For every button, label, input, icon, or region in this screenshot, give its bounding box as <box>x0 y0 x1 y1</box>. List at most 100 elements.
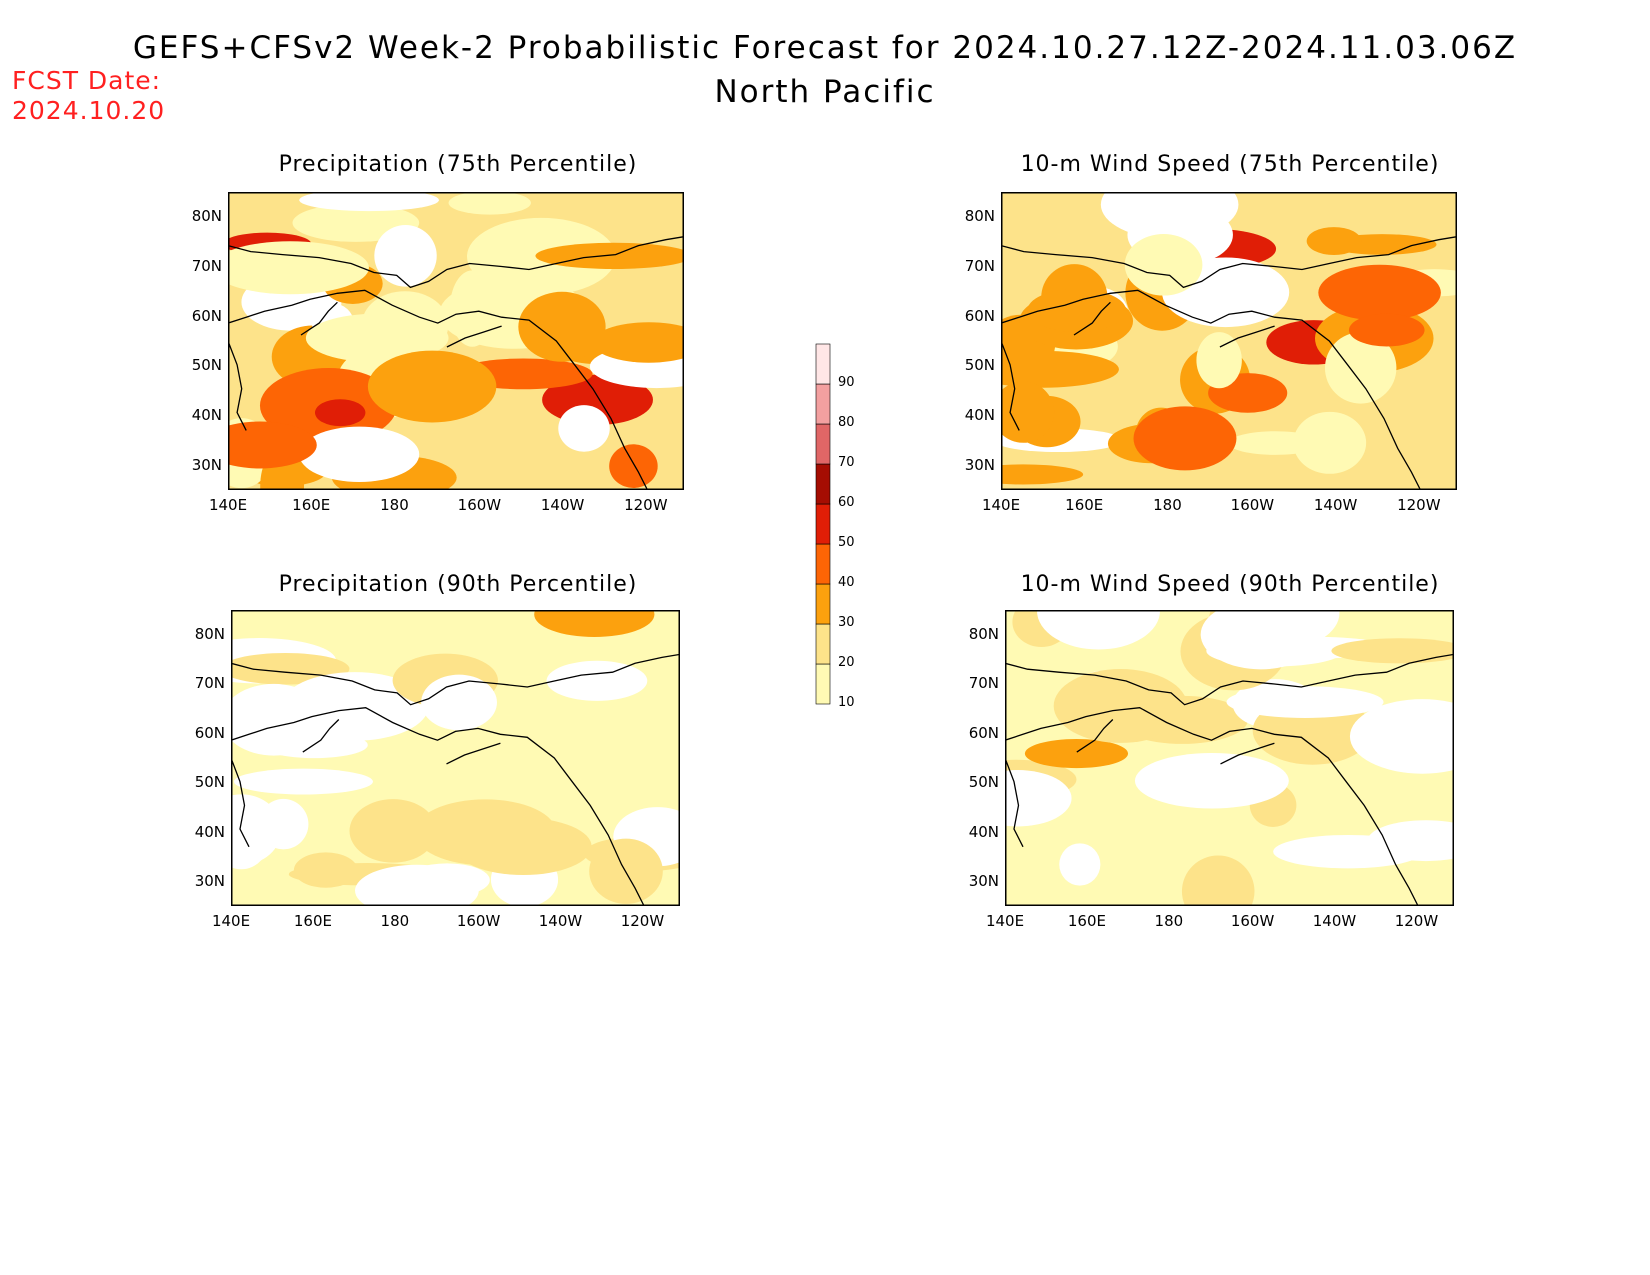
contour-region <box>228 241 369 295</box>
colorbar-segment <box>815 343 831 385</box>
lat-tick-label: 80N <box>194 625 225 643</box>
contour-region <box>1306 227 1362 256</box>
contour-region <box>1293 411 1367 474</box>
coastline <box>1001 236 1457 289</box>
contour-region <box>1273 834 1423 869</box>
colorbar-segment <box>815 583 831 625</box>
contour-region <box>1228 431 1323 455</box>
contour-region <box>1349 699 1454 774</box>
colorbar-segment <box>815 463 831 505</box>
lat-tick-label: 70N <box>191 256 222 275</box>
colorbar-segment <box>815 663 831 705</box>
colorbar-label: 60 <box>838 495 855 510</box>
contour-region <box>1001 350 1119 388</box>
coastline <box>1073 301 1111 336</box>
lon-tick-label: 160E <box>1065 496 1104 514</box>
lon-tick-label: 120W <box>1394 912 1439 930</box>
contour-region <box>1027 288 1127 332</box>
lat-tick-label: 30N <box>964 455 995 474</box>
lon-tick-label: 180 <box>380 496 409 514</box>
coastline <box>228 340 247 431</box>
contour-region <box>1318 264 1441 321</box>
lon-tick-label: 160W <box>1230 912 1275 930</box>
contour-region <box>293 852 358 888</box>
colorbar-segment <box>815 383 831 425</box>
coastline <box>446 742 501 765</box>
coastline <box>1005 707 1419 906</box>
lon-tick-label: 180 <box>1153 496 1182 514</box>
lat-tick-label: 70N <box>968 674 999 693</box>
lat-tick-label: 30N <box>191 455 222 474</box>
lon-tick-label: 120W <box>624 496 668 514</box>
contour-region <box>231 805 271 870</box>
contour-region <box>1133 406 1237 471</box>
contour-region <box>1331 638 1454 664</box>
lon-tick-label: 160E <box>1067 912 1106 930</box>
map-precip75 <box>228 192 684 490</box>
contour-region <box>228 421 317 469</box>
map-precip90 <box>231 610 680 906</box>
contour-region <box>1001 381 1055 443</box>
lat-tick-label: 80N <box>964 207 995 225</box>
lat-tick-label: 60N <box>968 723 999 742</box>
map-wind75 <box>1001 192 1457 490</box>
lon-tick-label: 160W <box>457 496 502 514</box>
contour-region <box>1324 332 1397 404</box>
contour-region <box>1024 739 1129 769</box>
lon-tick-label: 140W <box>538 912 583 930</box>
coastline <box>231 653 680 706</box>
coastline <box>1001 340 1020 431</box>
colorbar-segment <box>815 543 831 585</box>
lat-tick-label: 40N <box>968 822 999 841</box>
lat-tick-label: 50N <box>191 356 222 375</box>
lon-tick-label: 180 <box>1154 912 1184 930</box>
lat-tick-label: 50N <box>968 773 999 792</box>
lat-tick-label: 60N <box>964 306 995 325</box>
contour-region <box>315 399 366 427</box>
lon-tick-label: 140W <box>540 496 585 514</box>
map-frame <box>231 610 680 906</box>
coastline <box>1076 719 1114 753</box>
lon-tick-label: 180 <box>380 912 410 930</box>
panel-title-wind75: 10-m Wind Speed (75th Percentile) <box>1020 152 1440 177</box>
lat-tick-label: 70N <box>964 256 995 275</box>
colorbar-label: 10 <box>838 695 855 710</box>
lon-tick-label: 120W <box>1397 496 1441 514</box>
lat-tick-label: 50N <box>194 773 225 792</box>
contour-region <box>305 313 449 363</box>
coastline <box>228 289 649 490</box>
lat-tick-label: 50N <box>964 356 995 375</box>
contour-region <box>1037 610 1160 650</box>
coastline <box>231 757 250 848</box>
contour-region <box>355 864 479 906</box>
coastline <box>1219 325 1275 348</box>
region-subtitle: North Pacific <box>714 74 936 110</box>
lat-tick-label: 30N <box>194 872 225 891</box>
contour-region <box>1348 313 1425 347</box>
lat-tick-label: 40N <box>194 822 225 841</box>
contour-region <box>518 291 606 362</box>
contour-region <box>1226 686 1384 718</box>
coastline <box>1005 757 1024 848</box>
contour-region <box>299 192 439 212</box>
coastline <box>302 719 340 753</box>
map-frame <box>228 192 684 490</box>
coastline <box>1001 289 1422 490</box>
contour-region <box>1053 669 1188 743</box>
colorbar-segment <box>815 423 831 465</box>
contour-region <box>421 674 497 731</box>
coastline <box>300 301 338 336</box>
lat-tick-label: 60N <box>194 723 225 742</box>
contour-region <box>1181 855 1255 906</box>
contour-region <box>558 405 610 452</box>
contour-region <box>299 426 420 482</box>
contour-region <box>367 350 497 423</box>
map-frame <box>1005 610 1454 906</box>
colorbar-label: 70 <box>838 455 855 470</box>
lon-tick-label: 160W <box>456 912 501 930</box>
lat-tick-label: 80N <box>968 625 999 643</box>
contour-region <box>1134 752 1289 809</box>
contour-region <box>1196 332 1242 389</box>
lon-tick-label: 140W <box>1312 912 1357 930</box>
colorbar-label: 30 <box>838 615 855 630</box>
